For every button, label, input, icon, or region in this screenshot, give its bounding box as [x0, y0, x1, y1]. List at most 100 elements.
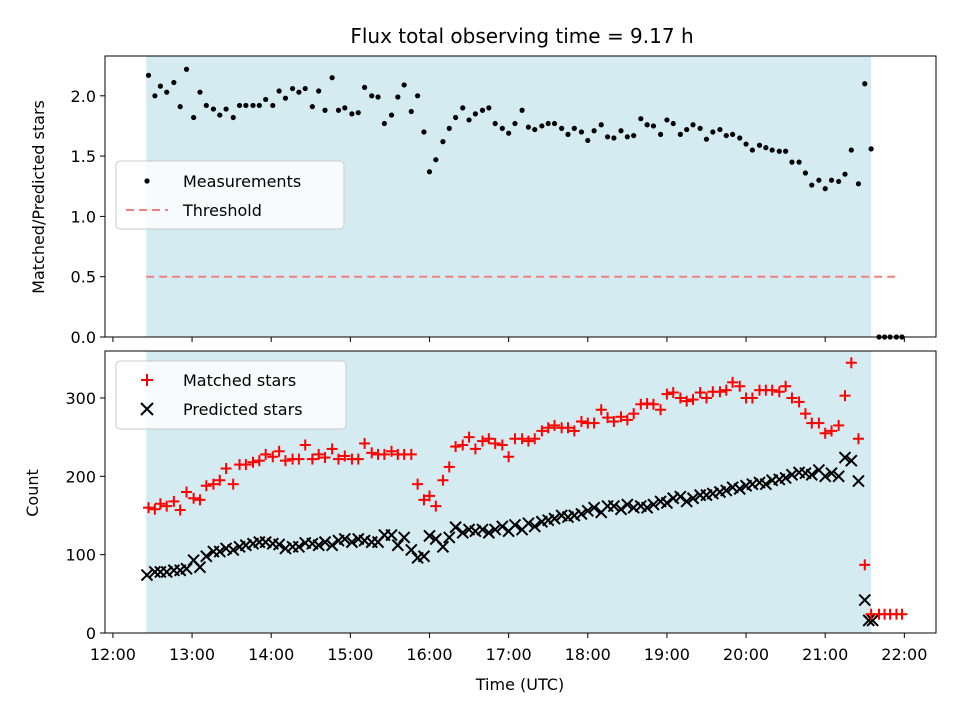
matched-point: [194, 494, 206, 506]
bottom-panel: 0 100 200 300 12:00 13:00 14:00 15:00 16:00 17:0…: [23, 350, 937, 694]
predicted-point: [522, 517, 535, 530]
top-y-tick-label: 0.5: [71, 268, 96, 287]
matched-point: [306, 453, 318, 465]
measurement-point: [650, 123, 657, 129]
matched-point: [621, 414, 633, 426]
measurement-point: [638, 116, 644, 122]
predicted-point: [614, 503, 628, 516]
measurement-point: [855, 181, 862, 187]
measurement-point: [177, 104, 183, 110]
measurement-point: [539, 123, 545, 129]
bottom-y-tick-label: 0: [86, 624, 96, 643]
matched-point: [568, 425, 580, 437]
measurement-point: [486, 105, 492, 111]
measurement-point: [210, 106, 217, 112]
measurement-point: [466, 117, 472, 123]
x-axis-label: Time (UTC): [475, 675, 564, 694]
measurement-point: [571, 125, 577, 131]
matched-point: [813, 417, 825, 429]
measurement-point: [446, 125, 452, 131]
matched-point: [786, 392, 798, 404]
matched-point: [602, 412, 614, 424]
predicted-point: [391, 539, 405, 552]
predicted-point: [338, 532, 352, 546]
measurement-point: [479, 107, 486, 113]
predicted-point: [227, 543, 240, 557]
matched-point: [214, 474, 226, 486]
measurement-point: [545, 120, 551, 127]
measurement-point: [743, 141, 749, 147]
measurement-point: [578, 129, 585, 135]
top-y-tick-label: 2.0: [71, 87, 96, 106]
measurement-point: [499, 125, 505, 131]
predicted-point: [345, 535, 359, 549]
measurement-point: [618, 128, 624, 134]
bottom-y-tick-label: 300: [65, 389, 96, 408]
measurement-point: [763, 145, 769, 151]
measurement-point: [828, 177, 835, 183]
predicted-point: [660, 496, 674, 510]
measurement-point: [631, 132, 637, 139]
measurement-point: [375, 94, 381, 100]
matched-point: [149, 503, 161, 515]
measurement-point: [769, 147, 775, 153]
matched-point: [793, 396, 805, 408]
x-tick-label: 20:00: [723, 645, 769, 664]
top-y-tick-label: 0.0: [71, 328, 96, 347]
matched-point: [200, 480, 212, 492]
chart-title: Flux total observing time = 9.17 h: [350, 24, 693, 48]
x-tick-label: 15:00: [327, 645, 373, 664]
matched-point: [299, 439, 311, 451]
predicted-point: [180, 562, 193, 575]
matched-point: [293, 453, 305, 465]
predicted-point: [852, 474, 865, 488]
measurement-point: [822, 186, 828, 192]
measurement-point: [223, 106, 229, 112]
measurement-point: [697, 125, 703, 131]
measurement-point: [551, 120, 558, 127]
matched-point: [359, 437, 371, 449]
top-axes-frame: [104, 55, 937, 338]
legend-matched-marker: [141, 374, 153, 386]
measurement-point: [426, 169, 433, 175]
measurement-point: [191, 114, 197, 121]
measurement-point: [492, 120, 498, 127]
matched-point: [181, 486, 193, 498]
measurement-point: [842, 171, 848, 177]
legend-predicted-marker: [140, 402, 154, 416]
matched-point: [253, 455, 265, 467]
measurement-point: [664, 117, 670, 123]
predicted-point: [496, 520, 509, 533]
measurement-point: [684, 126, 690, 133]
matched-point: [839, 390, 851, 402]
matched-point: [161, 500, 173, 512]
predicted-point: [318, 535, 332, 549]
matched-point: [859, 559, 871, 571]
matched-point: [896, 608, 908, 620]
measurement-point: [243, 102, 249, 109]
measurement-point: [677, 131, 683, 137]
measurement-point: [848, 147, 854, 153]
measurement-point: [657, 131, 664, 137]
matched-point: [833, 419, 845, 431]
measurement-point: [270, 102, 276, 109]
matched-point: [647, 398, 659, 410]
matched-point: [273, 445, 285, 457]
x-tick-label: 21:00: [802, 645, 848, 664]
measurement-point: [756, 142, 763, 148]
predicted-point: [482, 526, 496, 539]
measurement-point: [381, 120, 387, 127]
matched-point: [418, 494, 430, 506]
measurement-point: [388, 112, 395, 118]
x-tick-label: 16:00: [406, 645, 452, 664]
measurement-point: [342, 105, 348, 111]
measurement-point: [335, 107, 342, 113]
matched-point: [608, 416, 620, 427]
measurement-point: [789, 159, 795, 165]
legend-measurements-marker: [144, 178, 150, 184]
predicted-point: [680, 495, 693, 508]
measurement-point: [282, 95, 289, 101]
matched-star-points: [143, 357, 908, 620]
matched-point: [443, 461, 455, 473]
